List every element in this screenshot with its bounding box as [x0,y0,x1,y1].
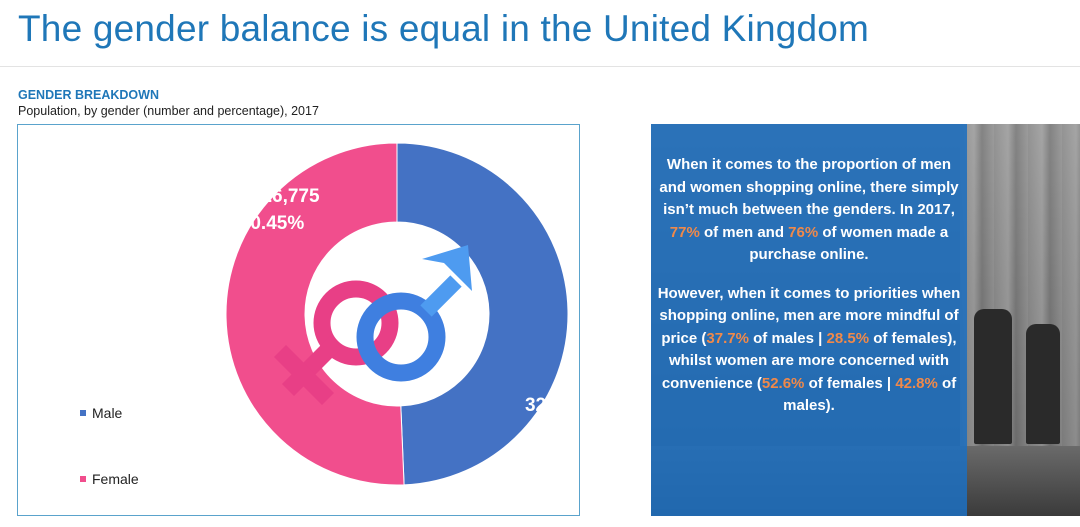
info-box: When it comes to the proportion of men a… [651,124,967,516]
info-text: When it comes to the proportion of men a… [657,154,961,434]
info-text-segment: of males). [783,374,957,415]
info-paragraph-1: When it comes to the proportion of men a… [657,154,961,267]
highlight-stat: 52.6% [761,374,805,392]
male-symbol-icon [356,245,472,382]
pedestrian-figure [1026,324,1060,444]
photo-panel: When it comes to the proportion of men a… [651,124,1080,516]
info-text-segment: of females | [804,374,896,392]
data-label-female-percent: 50.45% [240,213,305,234]
highlight-stat: 77% [669,223,700,241]
highlight-stat: 28.5% [826,329,870,347]
legend-label-female: Female [92,471,139,487]
legend-item-male: Male [80,405,122,421]
highlight-stat: 76% [788,223,819,241]
chart-frame: 33,526,775 50.45% 32,654,811 49.55% Male… [17,124,580,516]
female-symbol-icon [273,280,399,406]
highlight-stat: 37.7% [706,329,749,347]
info-paragraph-2: However, when it comes to priorities whe… [657,283,961,418]
legend-item-female: Female [80,471,139,487]
title-divider [0,66,1080,67]
info-text-segment: of women made a purchase online. [749,223,949,264]
info-text-segment: of females), whilst women are more conce… [661,329,957,392]
legend-label-male: Male [92,405,123,421]
data-label-female-value: 33,526,775 [224,186,320,207]
data-label-male-value: 32,654,811 [525,395,579,416]
legend-swatch-male [80,410,86,417]
page-title: The gender balance is equal in the Unite… [18,8,870,49]
section-subtitle: Population, by gender (number and percen… [18,104,319,118]
info-text-segment: of men and [699,223,789,241]
info-text-segment: When it comes to the proportion of men a… [659,156,959,218]
highlight-stat: 42.8% [895,374,938,392]
pie-slice-male [396,142,569,486]
donut-chart: 33,526,775 50.45% 32,654,811 49.55% [224,142,579,486]
pedestrian-figure [974,309,1012,444]
section-label: GENDER BREAKDOWN [18,88,159,102]
data-label-male-percent: 49.55% [540,422,579,443]
legend-swatch-female [80,476,86,483]
info-text-segment: However, when it comes to priorities whe… [657,284,961,347]
info-text-segment: of males | [748,329,827,347]
